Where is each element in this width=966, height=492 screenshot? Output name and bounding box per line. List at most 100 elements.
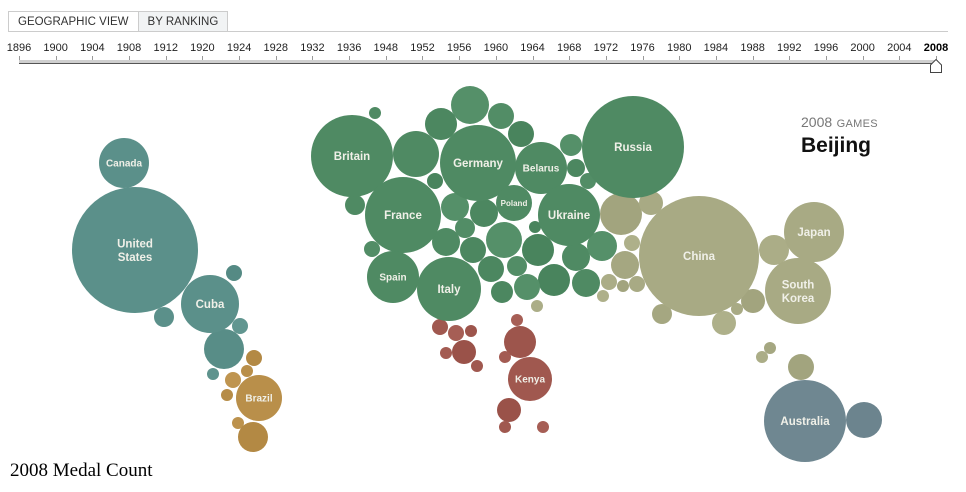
country-bubble[interactable] bbox=[246, 350, 262, 366]
country-bubble[interactable] bbox=[567, 159, 585, 177]
timeline-year-2008[interactable]: 2008 bbox=[923, 42, 949, 54]
country-bubble[interactable] bbox=[448, 325, 464, 341]
country-bubble[interactable] bbox=[486, 222, 522, 258]
country-bubble-germany[interactable]: Germany bbox=[440, 125, 516, 201]
timeline-year-1928[interactable]: 1928 bbox=[263, 42, 288, 54]
country-bubble[interactable] bbox=[731, 303, 743, 315]
country-bubble[interactable] bbox=[369, 107, 381, 119]
country-bubble[interactable] bbox=[652, 304, 672, 324]
country-bubble[interactable] bbox=[499, 421, 511, 433]
country-bubble[interactable] bbox=[562, 243, 590, 271]
timeline-year-1952[interactable]: 1952 bbox=[410, 42, 435, 54]
country-bubble[interactable] bbox=[639, 191, 663, 215]
country-bubble[interactable] bbox=[425, 108, 457, 140]
timeline-year-1956[interactable]: 1956 bbox=[446, 42, 472, 54]
country-bubble[interactable] bbox=[452, 340, 476, 364]
country-bubble[interactable] bbox=[471, 360, 483, 372]
timeline-year-1992[interactable]: 1992 bbox=[777, 42, 802, 54]
timeline-year-1924[interactable]: 1924 bbox=[226, 42, 252, 54]
country-bubble[interactable] bbox=[507, 256, 527, 276]
country-bubble[interactable] bbox=[455, 218, 475, 238]
country-bubble[interactable] bbox=[629, 276, 645, 292]
country-bubble[interactable] bbox=[225, 372, 241, 388]
country-bubble-united-states[interactable]: United States bbox=[72, 187, 198, 313]
country-bubble[interactable] bbox=[788, 354, 814, 380]
country-bubble-spain[interactable]: Spain bbox=[367, 251, 419, 303]
country-bubble[interactable] bbox=[601, 274, 617, 290]
country-bubble-canada[interactable]: Canada bbox=[99, 138, 149, 188]
country-bubble[interactable] bbox=[712, 311, 736, 335]
country-bubble[interactable] bbox=[508, 121, 534, 147]
timeline-year-1912[interactable]: 1912 bbox=[153, 42, 178, 54]
country-bubble[interactable] bbox=[432, 228, 460, 256]
timeline-year-1980[interactable]: 1980 bbox=[666, 42, 692, 54]
country-bubble-kenya[interactable]: Kenya bbox=[508, 357, 552, 401]
country-bubble[interactable] bbox=[572, 269, 600, 297]
country-bubble[interactable] bbox=[441, 193, 469, 221]
country-bubble[interactable] bbox=[600, 193, 642, 235]
country-bubble[interactable] bbox=[529, 221, 541, 233]
timeline-year-2004[interactable]: 2004 bbox=[887, 42, 912, 54]
country-bubble[interactable] bbox=[511, 314, 523, 326]
country-bubble[interactable] bbox=[465, 325, 477, 337]
country-bubble-brazil[interactable]: Brazil bbox=[236, 375, 282, 421]
timeline-year-1900[interactable]: 1900 bbox=[43, 42, 68, 54]
timeline-year-1976[interactable]: 1976 bbox=[630, 42, 655, 54]
country-bubble[interactable] bbox=[624, 235, 640, 251]
country-bubble[interactable] bbox=[491, 281, 513, 303]
country-bubble[interactable] bbox=[427, 173, 443, 189]
timeline-track[interactable] bbox=[19, 60, 938, 64]
country-bubble[interactable] bbox=[460, 237, 486, 263]
country-bubble[interactable] bbox=[232, 417, 244, 429]
country-bubble[interactable] bbox=[440, 347, 452, 359]
country-bubble[interactable] bbox=[232, 318, 248, 334]
country-bubble-poland[interactable]: Poland bbox=[496, 185, 532, 221]
timeline-year-1920[interactable]: 1920 bbox=[190, 42, 215, 54]
country-bubble[interactable] bbox=[756, 351, 768, 363]
timeline-year-1988[interactable]: 1988 bbox=[740, 42, 765, 54]
country-bubble-australia[interactable]: Australia bbox=[764, 380, 846, 462]
country-bubble[interactable] bbox=[478, 256, 504, 282]
country-bubble[interactable] bbox=[538, 264, 570, 296]
country-bubble[interactable] bbox=[504, 326, 536, 358]
country-bubble-ukraine[interactable]: Ukraine bbox=[538, 184, 600, 246]
country-bubble[interactable] bbox=[154, 307, 174, 327]
country-bubble[interactable] bbox=[393, 131, 439, 177]
country-bubble[interactable] bbox=[597, 290, 609, 302]
country-bubble-belarus[interactable]: Belarus bbox=[515, 142, 567, 194]
country-bubble-cuba[interactable]: Cuba bbox=[181, 275, 239, 333]
timeline-year-1904[interactable]: 1904 bbox=[80, 42, 105, 54]
timeline-year-1936[interactable]: 1936 bbox=[336, 42, 362, 54]
country-bubble[interactable] bbox=[451, 86, 489, 124]
country-bubble[interactable] bbox=[764, 342, 776, 354]
country-bubble-france[interactable]: France bbox=[365, 177, 441, 253]
country-bubble[interactable] bbox=[846, 402, 882, 438]
country-bubble-china[interactable]: China bbox=[639, 196, 759, 316]
country-bubble[interactable] bbox=[204, 329, 244, 369]
country-bubble[interactable] bbox=[345, 195, 365, 215]
tab-by-ranking[interactable]: BY RANKING bbox=[138, 11, 229, 32]
country-bubble[interactable] bbox=[522, 234, 554, 266]
tab-geographic-view[interactable]: GEOGRAPHIC VIEW bbox=[8, 11, 139, 32]
country-bubble[interactable] bbox=[432, 319, 448, 335]
country-bubble-italy[interactable]: Italy bbox=[417, 257, 481, 321]
timeline-year-1932[interactable]: 1932 bbox=[300, 42, 325, 54]
timeline-year-1964[interactable]: 1964 bbox=[520, 42, 545, 54]
timeline-year-2000[interactable]: 2000 bbox=[850, 42, 875, 54]
country-bubble[interactable] bbox=[560, 134, 582, 156]
country-bubble[interactable] bbox=[587, 231, 617, 261]
country-bubble[interactable] bbox=[364, 241, 380, 257]
timeline-year-1948[interactable]: 1948 bbox=[373, 42, 399, 54]
country-bubble[interactable] bbox=[488, 103, 514, 129]
country-bubble[interactable] bbox=[617, 280, 629, 292]
country-bubble[interactable] bbox=[226, 265, 242, 281]
country-bubble[interactable] bbox=[499, 351, 511, 363]
timeline-slider-handle[interactable] bbox=[930, 59, 942, 73]
timeline-year-1972[interactable]: 1972 bbox=[593, 42, 619, 54]
country-bubble[interactable] bbox=[221, 389, 233, 401]
timeline-year-1968[interactable]: 1968 bbox=[556, 42, 582, 54]
timeline-year-1984[interactable]: 1984 bbox=[703, 42, 729, 54]
country-bubble[interactable] bbox=[759, 235, 789, 265]
country-bubble[interactable] bbox=[497, 398, 521, 422]
country-bubble[interactable] bbox=[537, 421, 549, 433]
